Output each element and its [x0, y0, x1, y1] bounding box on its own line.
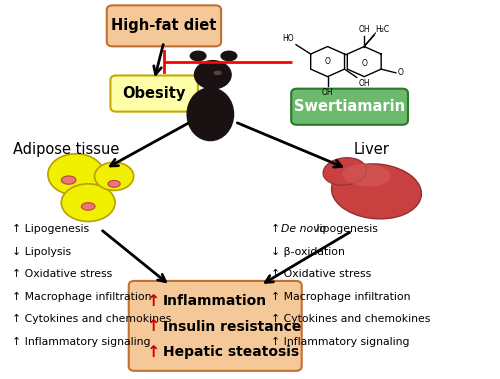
Text: ↑ Oxidative stress: ↑ Oxidative stress	[272, 269, 372, 279]
Text: ↑ Cytokines and chemokines: ↑ Cytokines and chemokines	[12, 314, 172, 324]
Text: ↑ Macrophage infiltration: ↑ Macrophage infiltration	[272, 292, 411, 302]
Text: Insulin resistance: Insulin resistance	[163, 320, 302, 334]
Text: ↑ Lipogenesis: ↑ Lipogenesis	[12, 224, 90, 234]
Ellipse shape	[62, 176, 76, 184]
Text: ↑ Inflammatory signaling: ↑ Inflammatory signaling	[12, 337, 151, 347]
Text: ↓ Lipolysis: ↓ Lipolysis	[12, 247, 72, 257]
Text: Swertiamarin: Swertiamarin	[294, 99, 405, 114]
Text: Obesity: Obesity	[122, 86, 186, 101]
Text: lipogenesis: lipogenesis	[313, 224, 378, 234]
Text: De novo: De novo	[281, 224, 326, 234]
Text: ↑: ↑	[147, 319, 160, 334]
Ellipse shape	[342, 164, 391, 186]
Text: ↑ Oxidative stress: ↑ Oxidative stress	[12, 269, 112, 279]
Text: H₂C: H₂C	[375, 25, 389, 34]
Ellipse shape	[332, 164, 422, 219]
Ellipse shape	[213, 70, 222, 76]
Ellipse shape	[82, 203, 95, 210]
FancyBboxPatch shape	[291, 89, 408, 125]
Text: ↑: ↑	[147, 294, 160, 309]
FancyBboxPatch shape	[128, 281, 302, 371]
Ellipse shape	[190, 51, 206, 61]
Text: ↑ Cytokines and chemokines: ↑ Cytokines and chemokines	[272, 314, 431, 324]
Text: O: O	[324, 57, 330, 66]
Ellipse shape	[221, 51, 236, 61]
Text: OH: OH	[358, 25, 370, 34]
FancyBboxPatch shape	[110, 75, 198, 112]
Text: Adipose tissue: Adipose tissue	[13, 143, 120, 158]
Text: High-fat diet: High-fat diet	[111, 18, 216, 33]
Ellipse shape	[194, 61, 231, 89]
Text: OH: OH	[358, 79, 370, 88]
Ellipse shape	[108, 180, 120, 187]
Text: O: O	[362, 59, 367, 68]
Text: O: O	[398, 68, 403, 77]
Ellipse shape	[62, 184, 115, 221]
Ellipse shape	[187, 88, 234, 141]
Text: Liver: Liver	[354, 143, 390, 158]
Text: ↑: ↑	[147, 345, 160, 360]
Ellipse shape	[94, 162, 134, 190]
Text: OH: OH	[322, 88, 334, 97]
Text: ↑ Inflammatory signaling: ↑ Inflammatory signaling	[272, 337, 410, 347]
Text: HO: HO	[282, 34, 294, 43]
Ellipse shape	[323, 158, 366, 185]
Ellipse shape	[48, 154, 104, 195]
Text: ↑ Macrophage infiltration: ↑ Macrophage infiltration	[12, 292, 152, 302]
Text: ↓ β-oxidation: ↓ β-oxidation	[272, 247, 345, 257]
Text: Hepatic steatosis: Hepatic steatosis	[163, 345, 299, 359]
Text: ↑: ↑	[272, 224, 284, 234]
FancyBboxPatch shape	[107, 5, 221, 46]
Text: Inflammation: Inflammation	[163, 294, 267, 308]
